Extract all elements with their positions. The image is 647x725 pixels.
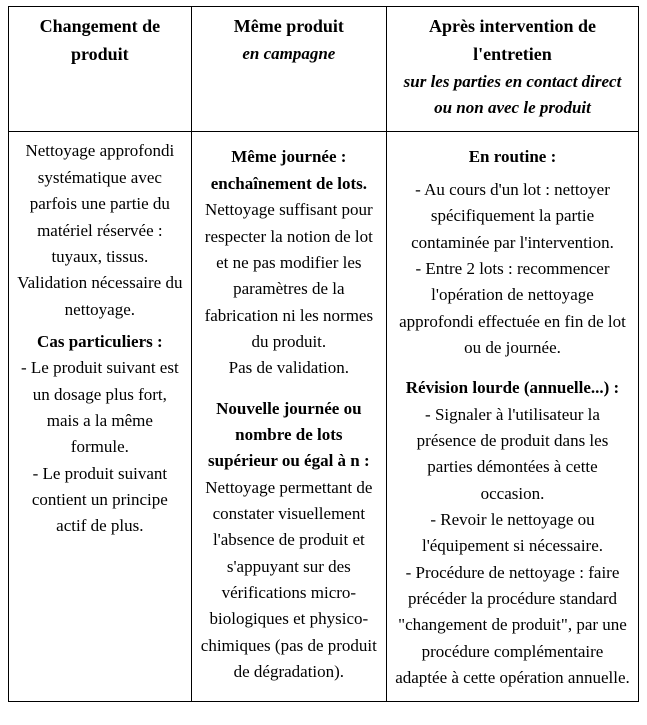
header-3-title: Après intervention de l'entretien: [395, 13, 630, 69]
header-1-title: Changement de produit: [17, 13, 183, 69]
col3-p1: - Au cours d'un lot : nettoyer spécifiqu…: [395, 177, 630, 256]
col3-p3: - Signaler à l'utilisateur la présence d…: [395, 402, 630, 507]
header-cell-3: Après intervention de l'entretien sur le…: [386, 7, 638, 132]
col3-p2: - Entre 2 lots : recommencer l'opération…: [395, 256, 630, 361]
col1-p2: - Le produit suivant est un dosage plus …: [17, 355, 183, 460]
col2-p3: Nettoyage permettant de constater visuel…: [200, 475, 378, 686]
body-cell-1: Nettoyage approfondi systématique avec p…: [9, 132, 192, 702]
col3-p4: - Revoir le nettoyage ou l'équipement si…: [395, 507, 630, 560]
col2-p2: Pas de validation.: [200, 355, 378, 381]
col3-h1: En routine :: [395, 144, 630, 170]
body-cell-2: Même journée : enchaînement de lots. Net…: [191, 132, 386, 702]
cleaning-procedure-table: Changement de produit Même produit en ca…: [8, 6, 639, 702]
col1-p1: Nettoyage approfondi systématique avec p…: [17, 138, 183, 322]
header-2-subtitle: en campagne: [200, 41, 378, 67]
col2-h2: Nouvelle journée ou nombre de lots supér…: [200, 396, 378, 475]
table-header-row: Changement de produit Même produit en ca…: [9, 7, 639, 132]
page-root: Changement de produit Même produit en ca…: [0, 0, 647, 712]
col3-p5: - Procédure de nettoyage : faire précéde…: [395, 560, 630, 692]
table-body-row: Nettoyage approfondi systématique avec p…: [9, 132, 639, 702]
col2-h1: Même journée : enchaînement de lots.: [200, 144, 378, 197]
body-cell-3: En routine : - Au cours d'un lot : netto…: [386, 132, 638, 702]
header-cell-1: Changement de produit: [9, 7, 192, 132]
col1-p3: - Le produit suivant contient un princip…: [17, 461, 183, 540]
header-3-subtitle: sur les parties en contact direct ou non…: [395, 69, 630, 122]
header-cell-2: Même produit en campagne: [191, 7, 386, 132]
col3-h2: Révision lourde (annuelle...) :: [395, 375, 630, 401]
header-2-title: Même produit: [200, 13, 378, 41]
col2-p1: Nettoyage suffisant pour respecter la no…: [200, 197, 378, 355]
col1-h1: Cas particuliers :: [17, 329, 183, 355]
